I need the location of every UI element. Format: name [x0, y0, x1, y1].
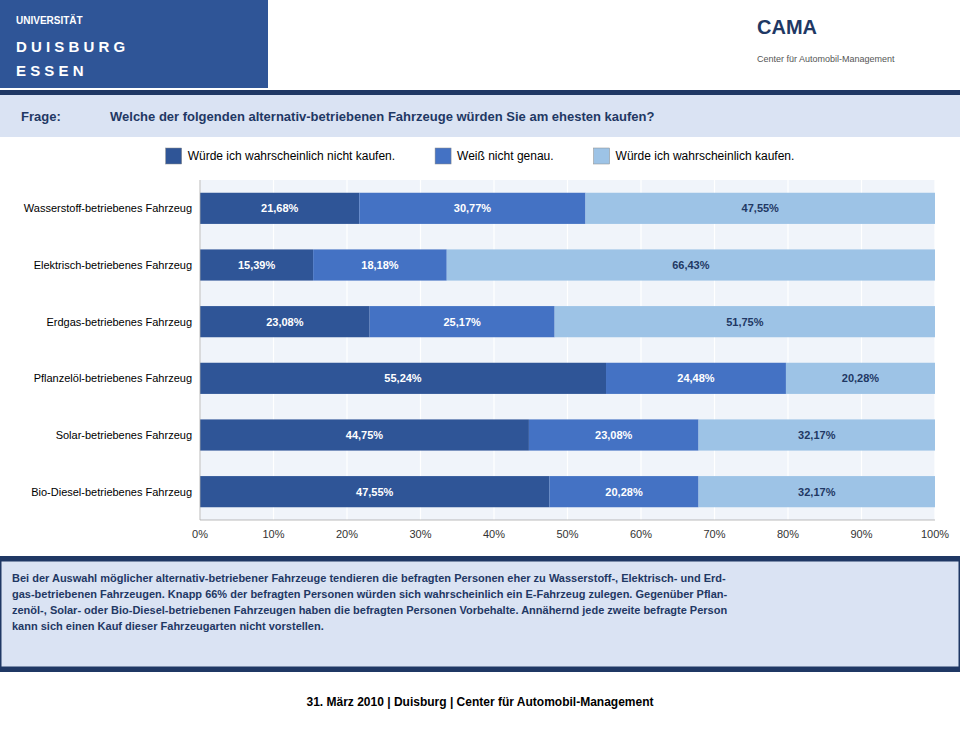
x-tick-label: 90% [850, 528, 872, 540]
bar [200, 193, 359, 224]
bar [359, 193, 585, 224]
data-label: 55,24% [384, 372, 422, 384]
data-label: 23,08% [266, 316, 304, 328]
legend-swatch [435, 148, 451, 164]
logo-subtext: Center für Automobil-Management [757, 54, 895, 64]
grid-line [273, 180, 274, 520]
logo-text: CAMA [757, 16, 817, 38]
bar [699, 419, 935, 450]
bar [549, 476, 698, 507]
data-label: 47,55% [742, 202, 780, 214]
category-label: Solar-betriebenes Fahrzeug [56, 429, 192, 441]
bar [586, 193, 935, 224]
separator [0, 90, 960, 95]
question-bar [0, 95, 960, 137]
x-tick-label: 10% [262, 528, 284, 540]
data-label: 32,17% [798, 429, 836, 441]
bar [200, 476, 549, 507]
grid-line [861, 180, 862, 520]
data-label: 30,77% [454, 202, 492, 214]
x-tick-label: 50% [556, 528, 578, 540]
uni-label: E S S E N [16, 62, 84, 79]
data-label: 18,18% [361, 259, 399, 271]
bar [200, 306, 370, 337]
separator [0, 556, 960, 560]
footer-text: Bei der Auswahl möglicher alternativ-bet… [12, 572, 727, 632]
data-label: 51,75% [726, 316, 764, 328]
bar [529, 419, 699, 450]
data-label: 20,28% [605, 486, 643, 498]
bar [447, 249, 935, 280]
grid-line [493, 180, 494, 520]
x-tick-label: 20% [336, 528, 358, 540]
uni-label: UNIVERSITÄT [16, 14, 83, 26]
data-labels: 21,68% 30,77% 47,55% 15,39% 18,18% 66,43% 23,0… [238, 202, 879, 497]
uni-label: D U I S B U R G [16, 38, 125, 55]
bar [370, 306, 555, 337]
data-label: 32,17% [798, 486, 836, 498]
footer-line: Bei der Auswahl möglicher alternativ-bet… [12, 572, 726, 584]
data-label: 21,68% [261, 202, 299, 214]
bar [200, 249, 313, 280]
grid-line [346, 180, 347, 520]
legend-swatch [166, 148, 182, 164]
legend-swatch [594, 148, 610, 164]
category-label: Pflanzelöl-betriebenes Fahrzeug [34, 372, 192, 384]
legend-label: Würde ich wahrscheinlich kaufen. [616, 149, 795, 163]
x-tick-label: 30% [409, 528, 431, 540]
page: UNIVERSITÄT D U I S B U R G E S S E N CAMA C… [0, 0, 960, 732]
grid-line [934, 180, 935, 520]
category-label: Wasserstoff-betriebenes Fahrzeug [24, 202, 192, 214]
title: Welche der folgenden alternativ-betriebe… [110, 109, 655, 124]
grid-line [787, 180, 788, 520]
grid-line [567, 180, 568, 520]
bar [313, 249, 447, 280]
bar [606, 363, 786, 394]
legend-label: Würde ich wahrscheinlich nicht kaufen. [188, 149, 395, 163]
grid-line [640, 180, 641, 520]
bars [200, 193, 935, 508]
data-label: 20,28% [842, 372, 880, 384]
legend-item: Würde ich wahrscheinlich kaufen. [594, 148, 795, 164]
x-tick-label: 0% [192, 528, 208, 540]
grid-line [420, 180, 421, 520]
uni-box [0, 0, 268, 88]
x-tick-label: 100% [921, 528, 949, 540]
bar [555, 306, 935, 337]
x-tick-label: 40% [483, 528, 505, 540]
footer-line: kann sich einen Kauf dieser Fahrzeugarte… [12, 620, 324, 632]
category-label: Erdgas-betriebenes Fahrzeug [46, 316, 192, 328]
category-label: Bio-Diesel-betriebenes Fahrzeug [31, 486, 192, 498]
category-label: Elektrisch-betriebenes Fahrzeug [34, 259, 192, 271]
x-tick-label: 70% [703, 528, 725, 540]
bar [699, 476, 935, 507]
separator [0, 668, 960, 672]
data-label: 44,75% [346, 429, 384, 441]
data-label: 25,17% [443, 316, 481, 328]
grid-line [199, 180, 200, 520]
grid-line [714, 180, 715, 520]
data-label: 23,08% [595, 429, 633, 441]
x-tick-label: 80% [777, 528, 799, 540]
data-label: 24,48% [677, 372, 715, 384]
legend-item: Würde ich wahrscheinlich nicht kaufen. [166, 148, 395, 164]
date-text: 31. März 2010 | Duisburg | Center für Au… [307, 695, 654, 709]
bar [200, 419, 529, 450]
data-label: 15,39% [238, 259, 276, 271]
question-label: Frage: [21, 109, 61, 124]
data-label: 66,43% [672, 259, 710, 271]
bar [786, 363, 935, 394]
plot-background [200, 180, 935, 520]
footer-line: gas-betriebenen Fahrzeugen. Knapp 66% de… [12, 588, 727, 600]
legend-item: Weiß nicht genau. [435, 148, 554, 164]
x-axis-line [200, 520, 935, 521]
footer-line: zenöl-, Solar- oder Bio-Diesel-betrieben… [12, 604, 727, 616]
legend-label: Weiß nicht genau. [457, 149, 554, 163]
footer-box [1, 561, 960, 668]
y-axis-line [200, 180, 201, 520]
x-tick-label: 60% [630, 528, 652, 540]
bar [200, 363, 606, 394]
data-label: 47,55% [356, 486, 394, 498]
legend: Würde ich wahrscheinlich nicht kaufen. We… [166, 148, 795, 164]
